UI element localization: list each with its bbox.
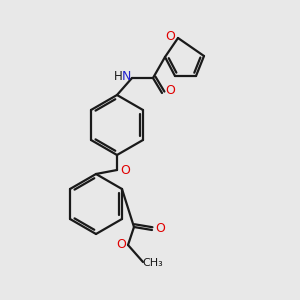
Text: O: O — [120, 164, 130, 178]
Text: O: O — [116, 238, 126, 250]
Text: O: O — [165, 31, 175, 44]
Text: N: N — [121, 70, 131, 83]
Text: CH₃: CH₃ — [142, 258, 164, 268]
Text: H: H — [114, 70, 122, 83]
Text: O: O — [155, 221, 165, 235]
Text: O: O — [165, 85, 175, 98]
